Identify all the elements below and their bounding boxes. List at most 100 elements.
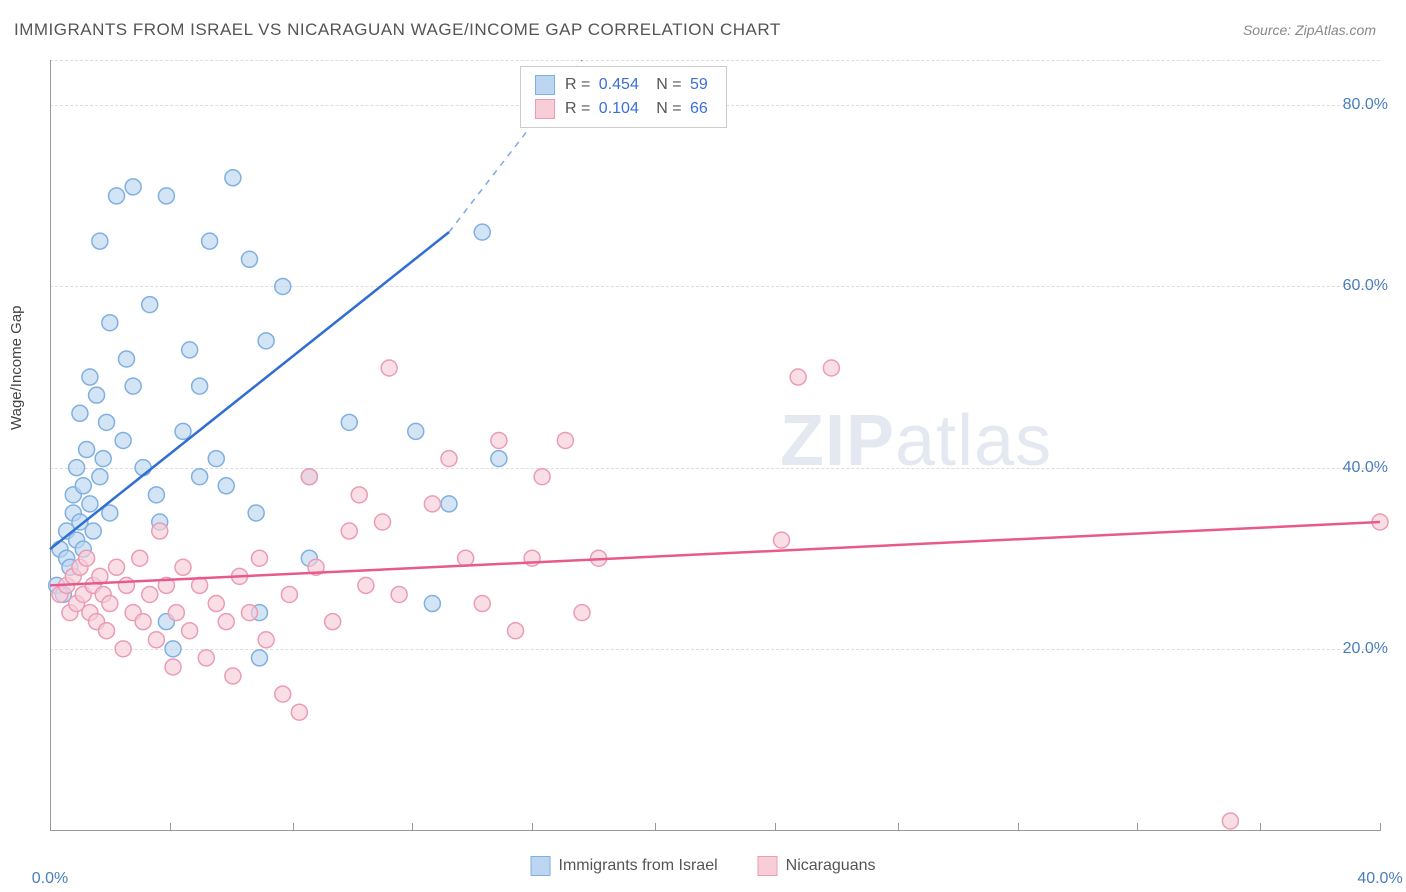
data-point bbox=[95, 451, 111, 467]
data-point bbox=[158, 188, 174, 204]
data-point bbox=[148, 632, 164, 648]
chart-svg bbox=[0, 0, 1406, 892]
data-point bbox=[424, 596, 440, 612]
data-point bbox=[102, 596, 118, 612]
data-point bbox=[1222, 813, 1238, 829]
data-point bbox=[142, 586, 158, 602]
data-point bbox=[175, 559, 191, 575]
legend-text: R = 0.454 N = 59 bbox=[565, 76, 712, 94]
data-point bbox=[208, 596, 224, 612]
data-point bbox=[381, 360, 397, 376]
trend-line bbox=[50, 522, 1380, 585]
data-point bbox=[152, 523, 168, 539]
data-point bbox=[351, 487, 367, 503]
series-legend-item: Nicaraguans bbox=[758, 856, 876, 876]
data-point bbox=[242, 605, 258, 621]
data-point bbox=[198, 650, 214, 666]
data-point bbox=[135, 460, 151, 476]
data-point bbox=[168, 605, 184, 621]
trend-line bbox=[50, 232, 449, 549]
data-point bbox=[79, 442, 95, 458]
data-point bbox=[92, 469, 108, 485]
data-point bbox=[192, 469, 208, 485]
data-point bbox=[192, 378, 208, 394]
data-point bbox=[148, 487, 164, 503]
data-point bbox=[291, 704, 307, 720]
data-point bbox=[258, 632, 274, 648]
series-legend-item: Immigrants from Israel bbox=[531, 856, 718, 876]
data-point bbox=[534, 469, 550, 485]
data-point bbox=[118, 351, 134, 367]
data-point bbox=[557, 432, 573, 448]
data-point bbox=[92, 233, 108, 249]
data-point bbox=[242, 251, 258, 267]
data-point bbox=[275, 686, 291, 702]
data-point bbox=[182, 623, 198, 639]
data-point bbox=[109, 188, 125, 204]
legend-swatch bbox=[758, 856, 778, 876]
data-point bbox=[142, 297, 158, 313]
correlation-legend: R = 0.454 N = 59 R = 0.104 N = 66 bbox=[520, 66, 727, 128]
data-point bbox=[275, 278, 291, 294]
data-point bbox=[441, 496, 457, 512]
data-point bbox=[99, 414, 115, 430]
data-point bbox=[82, 496, 98, 512]
data-point bbox=[248, 505, 264, 521]
data-point bbox=[358, 577, 374, 593]
data-point bbox=[132, 550, 148, 566]
data-point bbox=[165, 659, 181, 675]
data-point bbox=[135, 614, 151, 630]
data-point bbox=[218, 614, 234, 630]
data-point bbox=[102, 315, 118, 331]
data-point bbox=[491, 432, 507, 448]
data-point bbox=[258, 333, 274, 349]
correlation-legend-row: R = 0.104 N = 66 bbox=[535, 97, 712, 121]
data-point bbox=[508, 623, 524, 639]
data-point bbox=[85, 523, 101, 539]
data-point bbox=[115, 641, 131, 657]
data-point bbox=[341, 414, 357, 430]
data-point bbox=[125, 378, 141, 394]
data-point bbox=[251, 550, 267, 566]
legend-swatch bbox=[531, 856, 551, 876]
data-point bbox=[99, 623, 115, 639]
data-point bbox=[491, 451, 507, 467]
data-point bbox=[790, 369, 806, 385]
data-point bbox=[208, 451, 224, 467]
data-point bbox=[175, 423, 191, 439]
legend-swatch bbox=[535, 75, 555, 95]
data-point bbox=[574, 605, 590, 621]
data-point bbox=[391, 586, 407, 602]
legend-swatch bbox=[535, 99, 555, 119]
data-point bbox=[301, 469, 317, 485]
series-legend-label: Nicaraguans bbox=[786, 857, 876, 875]
data-point bbox=[75, 478, 91, 494]
data-point bbox=[165, 641, 181, 657]
data-point bbox=[109, 559, 125, 575]
chart-container: IMMIGRANTS FROM ISRAEL VS NICARAGUAN WAG… bbox=[0, 0, 1406, 892]
data-point bbox=[69, 460, 85, 476]
data-point bbox=[474, 596, 490, 612]
data-point bbox=[218, 478, 234, 494]
data-point bbox=[774, 532, 790, 548]
series-legend-label: Immigrants from Israel bbox=[559, 857, 718, 875]
data-point bbox=[118, 577, 134, 593]
series-legend: Immigrants from Israel Nicaraguans bbox=[531, 856, 876, 876]
legend-text: R = 0.104 N = 66 bbox=[565, 100, 712, 118]
data-point bbox=[441, 451, 457, 467]
data-point bbox=[341, 523, 357, 539]
data-point bbox=[202, 233, 218, 249]
data-point bbox=[251, 650, 267, 666]
data-point bbox=[192, 577, 208, 593]
data-point bbox=[225, 170, 241, 186]
data-point bbox=[375, 514, 391, 530]
data-point bbox=[125, 179, 141, 195]
data-point bbox=[281, 586, 297, 602]
data-point bbox=[79, 550, 95, 566]
data-point bbox=[225, 668, 241, 684]
data-point bbox=[325, 614, 341, 630]
data-point bbox=[89, 387, 105, 403]
data-point bbox=[182, 342, 198, 358]
data-point bbox=[474, 224, 490, 240]
data-point bbox=[82, 369, 98, 385]
